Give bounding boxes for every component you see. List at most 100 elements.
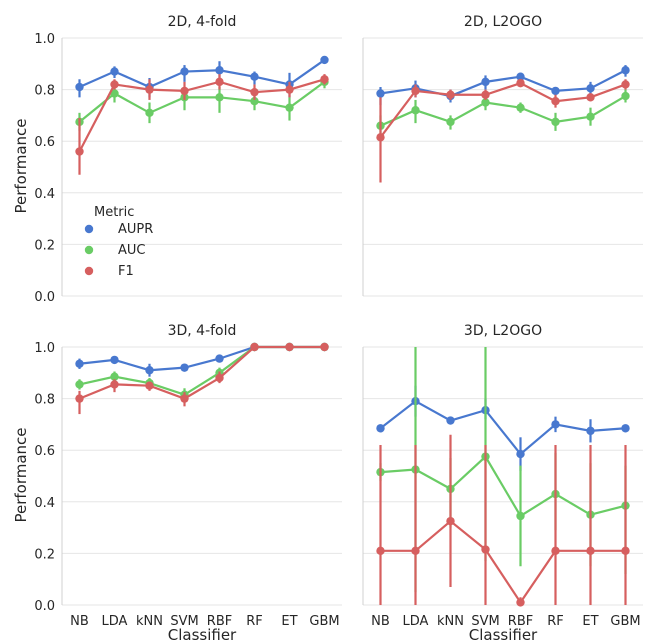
y-tick-label: 0.4 [34, 496, 55, 511]
data-point [75, 359, 84, 368]
x-tick-label: RBF [508, 614, 533, 629]
data-point [411, 106, 420, 115]
data-point [621, 91, 630, 101]
legend-label: AUPR [118, 222, 153, 237]
x-tick-label: LDA [403, 614, 429, 629]
data-point [110, 380, 119, 389]
series-line [78, 78, 325, 153]
y-tick-label: 0.6 [34, 444, 55, 459]
data-point [376, 133, 385, 142]
panel-title: 2D, L2OGO [464, 14, 542, 30]
x-tick-label: GBM [610, 614, 640, 629]
x-axis-label-left: Classifier [168, 626, 237, 644]
legend-marker [84, 245, 94, 255]
x-tick-label: GBM [309, 614, 339, 629]
data-point [180, 394, 189, 403]
x-tick-label: ET [582, 614, 598, 629]
y-axis-label-top: Performance [12, 118, 30, 213]
data-point [586, 112, 595, 121]
data-point [586, 426, 595, 436]
series-line [380, 454, 626, 518]
data-point [250, 72, 259, 81]
data-point [516, 78, 525, 88]
data-point [516, 598, 525, 607]
data-point [215, 93, 224, 102]
y-tick-label: 0.8 [34, 84, 55, 99]
data-point [586, 84, 595, 93]
legend-title: Metric [94, 205, 134, 220]
y-tick-label: 0.4 [34, 187, 55, 202]
data-point [551, 86, 560, 96]
data-point [215, 77, 224, 87]
series-line [79, 59, 326, 89]
data-point [110, 355, 119, 365]
series-f1 [376, 434, 630, 607]
data-point [180, 363, 189, 372]
legend-label: F1 [118, 264, 134, 279]
data-point [586, 93, 595, 102]
data-point [75, 82, 84, 92]
y-tick-label: 1.0 [34, 341, 55, 356]
data-point [411, 546, 420, 556]
data-point [215, 373, 224, 383]
series-line [379, 399, 626, 456]
data-point [376, 546, 385, 556]
data-point [285, 85, 294, 94]
data-point [180, 67, 189, 76]
data-point [215, 354, 224, 363]
data-point [621, 80, 630, 89]
x-tick-label: RF [246, 614, 263, 629]
panel-title: 2D, 4-fold [168, 14, 237, 30]
data-point [320, 75, 329, 84]
panel-title: 3D, L2OGO [464, 323, 542, 339]
panel-3: 3D, 4-fold 0.0 0.2 0.4 0.6 0.8 1.0 NB LDA kNN SVM R… [34, 323, 342, 629]
data-point [446, 416, 455, 425]
data-point [250, 342, 259, 352]
data-point [250, 97, 259, 106]
legend: Metric AUPR AUC F1 [84, 205, 153, 279]
series-line [380, 95, 627, 127]
data-point [110, 89, 119, 98]
series-line [79, 345, 325, 400]
panel-4: 3D, L2OGO NB LDA kNN SVM RBF RF ET GBM [362, 323, 643, 629]
data-point [376, 89, 385, 98]
y-tick-label: 0.8 [34, 393, 55, 408]
legend-marker [84, 224, 94, 234]
data-point [516, 449, 525, 459]
data-point [516, 511, 525, 521]
panel-1: 2D, 4-fold 0.0 0.2 0.4 0.6 0.8 1.0 [34, 14, 342, 305]
x-tick-label: kNN [136, 614, 163, 629]
y-tick-label: 0.2 [34, 238, 55, 253]
data-point [285, 342, 294, 352]
x-tick-label: SVM [471, 614, 499, 629]
x-tick-label: SVM [170, 614, 198, 629]
legend-label: AUC [118, 243, 146, 258]
data-point [621, 546, 630, 556]
data-point [481, 90, 490, 99]
data-point [320, 55, 329, 65]
data-point [110, 372, 119, 381]
x-axis-label-right: Classifier [469, 626, 538, 644]
x-tick-label: kNN [437, 614, 464, 629]
data-point [481, 545, 490, 554]
data-point [621, 66, 630, 75]
y-tick-label: 0.0 [34, 599, 55, 614]
data-point [446, 516, 455, 526]
data-point [516, 103, 525, 112]
panel-2: 2D, L2OGO [362, 14, 643, 297]
data-point [320, 342, 329, 352]
data-point [446, 117, 455, 127]
data-point [75, 380, 84, 389]
data-point [285, 103, 294, 112]
y-tick-label: 0.6 [34, 135, 55, 150]
series-f1 [75, 342, 329, 415]
series-line [380, 519, 626, 605]
data-point [446, 90, 455, 99]
x-tick-label: ET [281, 614, 297, 629]
y-tick-label: 0.0 [34, 290, 55, 305]
data-point [145, 381, 154, 390]
series-auc [376, 347, 630, 593]
data-point [586, 546, 595, 556]
data-point [215, 66, 224, 75]
